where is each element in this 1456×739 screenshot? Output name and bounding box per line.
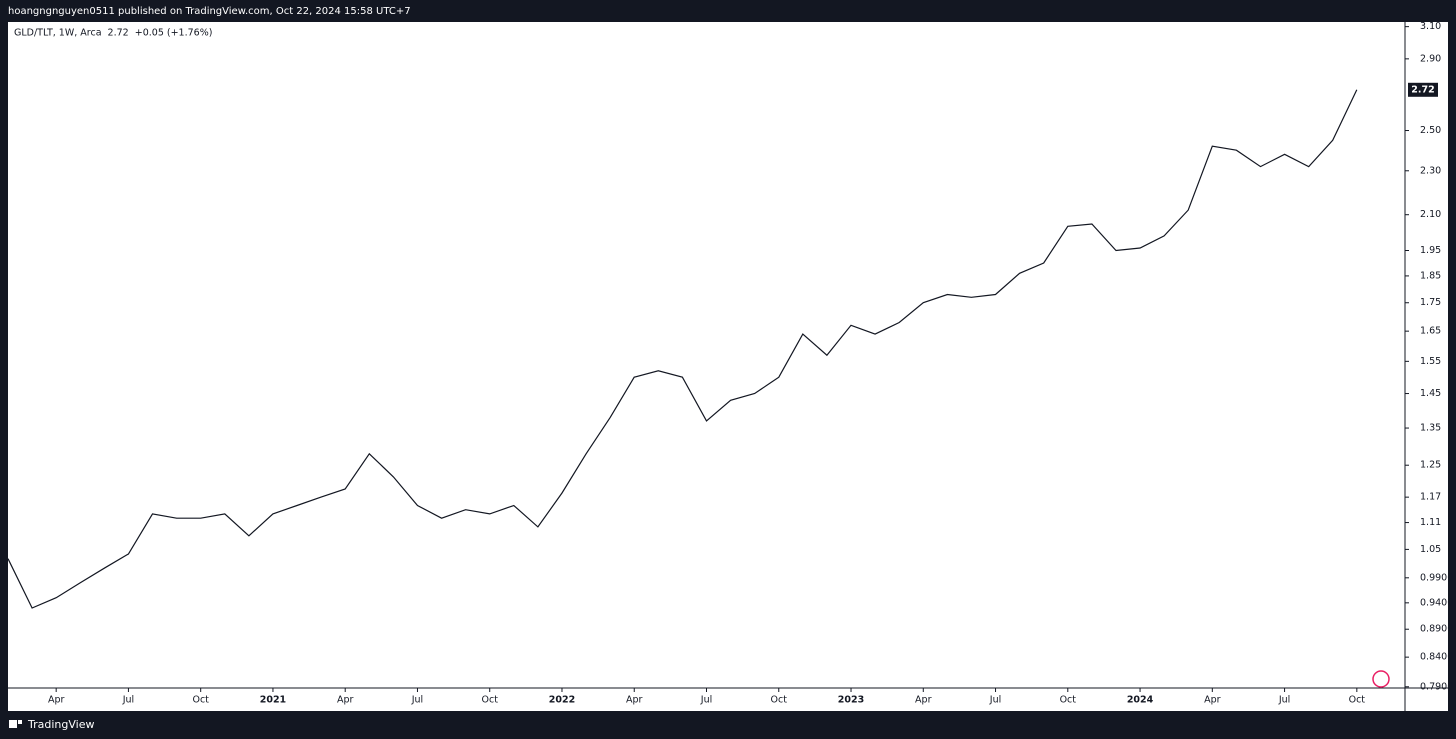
x-tick-label: Jul [122, 695, 134, 706]
x-tick-label: Oct [192, 695, 209, 706]
y-tick-label: 1.11 [1420, 517, 1441, 528]
x-tick-label: 2023 [838, 695, 864, 706]
footer-brand: TradingView [27, 718, 94, 731]
y-tick-label: 1.85 [1420, 270, 1441, 281]
y-tick-label: 2.90 [1420, 53, 1441, 64]
x-tick-label: 2021 [260, 695, 286, 706]
y-tick-label: 0.7900 [1420, 681, 1453, 692]
y-tick-label: 1.75 [1420, 297, 1441, 308]
right-border [1448, 22, 1456, 711]
x-tick-label: Apr [48, 695, 65, 706]
y-tick-label: 1.65 [1420, 326, 1441, 337]
left-border [0, 22, 8, 711]
y-tick-label: 2.10 [1420, 209, 1441, 220]
y-tick-label: 0.8900 [1420, 624, 1453, 635]
y-tick-label: 0.9400 [1420, 597, 1453, 608]
x-tick-label: Jul [989, 695, 1001, 706]
x-tick-label: 2022 [549, 695, 575, 706]
y-tick-label: 1.55 [1420, 356, 1441, 367]
y-tick-label: 1.35 [1420, 423, 1441, 434]
x-tick-label: Oct [1060, 695, 1077, 706]
x-tick-label: Oct [1349, 695, 1366, 706]
y-tick-label: 2.50 [1420, 125, 1441, 136]
top-bar [0, 0, 1456, 22]
y-tick-label: 1.17 [1420, 492, 1441, 503]
x-tick-label: Apr [626, 695, 643, 706]
price-line [7, 89, 1358, 609]
y-tick-label: 1.05 [1420, 544, 1441, 555]
x-tick-label: Apr [1204, 695, 1221, 706]
y-tick-label: 1.45 [1420, 388, 1441, 399]
y-tick-label: 3.10 [1420, 21, 1441, 32]
bottom-bar [0, 711, 1456, 739]
x-tick-label: Oct [482, 695, 499, 706]
x-tick-label: Jul [700, 695, 712, 706]
last-price-label: 2.72 [1411, 84, 1434, 95]
y-tick-label: 0.8400 [1420, 652, 1453, 663]
x-tick-label: Oct [771, 695, 788, 706]
x-tick-label: Jul [1278, 695, 1290, 706]
x-tick-label: Jul [411, 695, 423, 706]
alert-icon[interactable] [1372, 670, 1390, 688]
y-tick-label: 1.25 [1420, 460, 1441, 471]
x-tick-label: Apr [915, 695, 932, 706]
last-price-badge [1408, 82, 1438, 97]
y-tick-label: 0.9900 [1420, 572, 1453, 583]
y-tick-label: 1.95 [1420, 245, 1441, 256]
x-tick-label: Apr [337, 695, 354, 706]
symbol-legend: GLD/TLT, 1W, Arca 2.72 +0.05 (+1.76%) [14, 28, 212, 39]
header: hoangngnguyen0511 published on TradingVi… [8, 6, 411, 17]
brand-logo [9, 720, 22, 728]
x-tick-label: 2024 [1127, 695, 1154, 706]
y-tick-label: 2.30 [1420, 165, 1441, 176]
